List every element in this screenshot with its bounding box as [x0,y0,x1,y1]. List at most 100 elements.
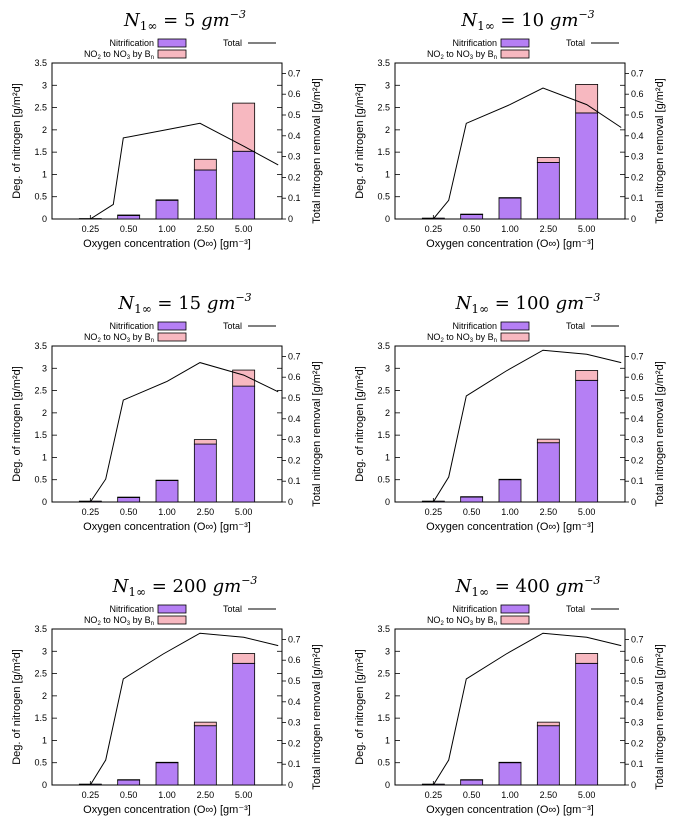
x-axis-label: Oxygen concentration (O∞) [gm⁻³] [426,804,594,816]
y-tick-label: 0.5 [377,758,390,768]
y-tick-label: 1 [42,735,47,745]
y2-tick-label: 0.1 [288,759,301,769]
legend-swatch-no2-no3 [157,332,187,342]
bar-nitrification [117,215,141,220]
y2-tick-label: 0.3 [288,718,301,728]
y-tick-label: 1.5 [377,147,390,157]
y-tick-label: 3.5 [377,624,390,634]
y2-tick-label: 0.4 [288,131,301,141]
legend-label-nitrification: Nitrification [109,321,154,331]
y-axis-label: Deg. of nitrogen [g/m²d] [11,366,23,482]
x-tick-label: 0.25 [82,507,100,517]
bar-nitrification [193,725,217,786]
bar-no2-no3 [536,438,560,444]
bar-nitrification [498,479,522,503]
y-tick-label: 0 [42,214,47,224]
bar-nitrification [575,379,599,503]
y2-tick-label: 0.1 [631,759,644,769]
bar-no2-no3 [193,721,217,727]
y-tick-label: 2.5 [377,669,390,679]
x-tick-label: 1.00 [158,507,176,517]
x-tick-label: 2.50 [197,507,215,517]
y2-tick-label: 0.6 [288,89,301,99]
legend-label-total: Total [566,321,585,331]
y-tick-label: 2 [385,125,390,135]
y-tick-label: 0 [385,214,390,224]
bar-nitrification [232,150,256,220]
y2-tick-label: 0.3 [288,435,301,445]
x-tick-label: 0.50 [120,507,138,517]
bar-nitrification [575,662,599,786]
x-tick-label: 5.00 [578,790,596,800]
legend-label-total: Total [566,604,585,614]
bar-nitrification [460,779,484,786]
y2-tick-label: 0.3 [631,718,644,728]
x-tick-label: 5.00 [235,790,253,800]
legend-swatch-nitrification [500,604,530,614]
y-tick-label: 0.5 [34,192,47,202]
y2-tick-label: 0.3 [631,435,644,445]
y2-tick-label: 0.6 [631,89,644,99]
legend-swatch-nitrification [500,38,530,48]
legend-swatch-nitrification [157,604,187,614]
bar-no2-no3 [193,158,217,171]
x-tick-label: 2.50 [540,507,558,517]
y2-tick-label: 0.2 [631,455,644,465]
series-line-total [414,87,622,220]
y2-tick-label: 0 [288,214,293,224]
y2-axis-label: Total nitrogen removal [g/m²d] [311,78,323,224]
chart-title: N1∞ = 5 gm−3 [123,8,246,33]
y2-tick-label: 0.7 [631,634,644,644]
y-tick-label: 3.5 [34,58,47,68]
legend-label-total: Total [223,604,242,614]
y-tick-label: 3.5 [377,341,390,351]
chart-title: N1∞ = 15 gm−3 [117,291,251,316]
legend-label-no2-no3: NO2 to NO3 by Bn [84,615,154,627]
x-axis-label: Oxygen concentration (O∞) [gm⁻³] [83,238,251,250]
y2-axis-label: Total nitrogen removal [g/m²d] [311,644,323,790]
series-line-total [414,349,622,503]
y-tick-label: 0 [42,497,47,507]
y-axis-label: Deg. of nitrogen [g/m²d] [11,83,23,199]
series-line-total [71,632,279,786]
y2-axis-label: Total nitrogen removal [g/m²d] [654,361,666,507]
y2-tick-label: 0.6 [288,372,301,382]
legend-label-nitrification: Nitrification [452,321,497,331]
x-tick-label: 0.50 [120,224,138,234]
y-tick-label: 1.5 [377,713,390,723]
bar-no2-no3 [575,653,599,664]
y2-tick-label: 0 [631,497,636,507]
bar-nitrification [498,197,522,220]
y-tick-label: 3 [42,646,47,656]
y-axis-label: Deg. of nitrogen [g/m²d] [354,366,366,482]
y2-tick-label: 0.5 [288,676,301,686]
x-tick-label: 5.00 [235,507,253,517]
legend-label-no2-no3: NO2 to NO3 by Bn [427,615,497,627]
y2-tick-label: 0.6 [288,655,301,665]
bar-no2-no3 [575,83,599,114]
x-tick-label: 5.00 [578,224,596,234]
y-tick-label: 1.5 [34,147,47,157]
legend-swatch-nitrification [157,38,187,48]
legend-label-nitrification: Nitrification [452,38,497,48]
y-tick-label: 0.5 [34,758,47,768]
legend-swatch-no2-no3 [500,332,530,342]
y-tick-label: 1 [385,169,390,179]
y-tick-label: 3 [385,363,390,373]
bar-no2-no3 [193,439,217,445]
y2-tick-label: 0.7 [288,68,301,78]
y-axis-label: Deg. of nitrogen [g/m²d] [354,83,366,199]
y-tick-label: 1 [385,452,390,462]
y2-tick-label: 0 [288,497,293,507]
y-tick-label: 2 [42,125,47,135]
bar-nitrification [536,725,560,786]
y-tick-label: 0.5 [377,192,390,202]
y-tick-label: 2.5 [377,103,390,113]
y2-tick-label: 0.4 [631,414,644,424]
y2-tick-label: 0.2 [631,738,644,748]
legend-swatch-no2-no3 [157,615,187,625]
y-tick-label: 2 [42,691,47,701]
